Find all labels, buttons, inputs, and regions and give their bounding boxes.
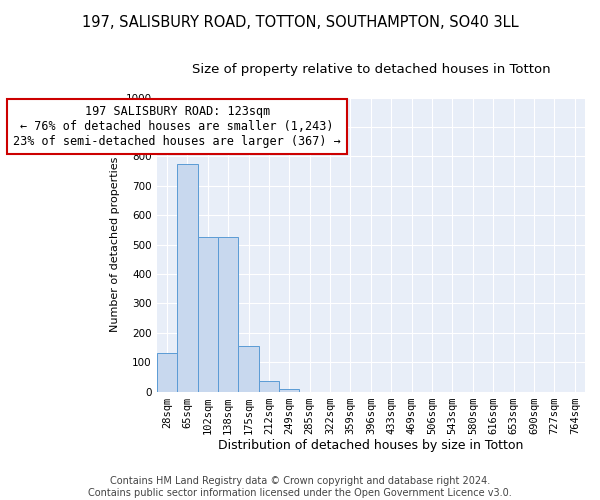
Bar: [218, 237, 238, 392]
X-axis label: Distribution of detached houses by size in Totton: Distribution of detached houses by size …: [218, 440, 524, 452]
Y-axis label: Number of detached properties: Number of detached properties: [110, 157, 120, 332]
Bar: [177, 164, 197, 392]
Bar: [259, 382, 279, 392]
Text: 197 SALISBURY ROAD: 123sqm
← 76% of detached houses are smaller (1,243)
23% of s: 197 SALISBURY ROAD: 123sqm ← 76% of deta…: [13, 105, 341, 148]
Bar: [279, 388, 299, 392]
Text: 197, SALISBURY ROAD, TOTTON, SOUTHAMPTON, SO40 3LL: 197, SALISBURY ROAD, TOTTON, SOUTHAMPTON…: [82, 15, 518, 30]
Bar: [238, 346, 259, 392]
Bar: [197, 237, 218, 392]
Text: Contains HM Land Registry data © Crown copyright and database right 2024.
Contai: Contains HM Land Registry data © Crown c…: [88, 476, 512, 498]
Bar: [157, 354, 177, 392]
Title: Size of property relative to detached houses in Totton: Size of property relative to detached ho…: [191, 62, 550, 76]
